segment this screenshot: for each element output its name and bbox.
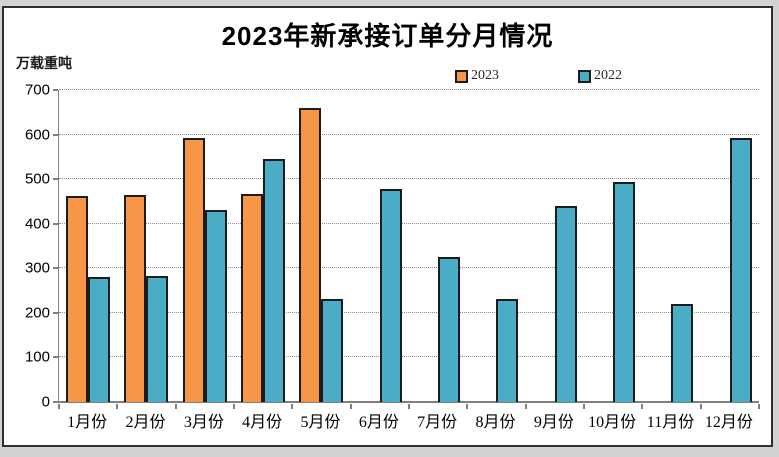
bar-2022-11月份 — [671, 303, 694, 402]
y-tick-600 — [53, 133, 58, 136]
y-axis: 0 100 200 300 400 500 600 700 — [4, 82, 50, 411]
bar-2023-2月份 — [124, 195, 147, 402]
gridline-600 — [59, 133, 759, 135]
y-tick-400 — [53, 222, 58, 225]
bar-2023-1月份 — [66, 196, 89, 402]
category-group-5月份 — [292, 90, 350, 402]
x-axis: 1月份 2月份 3月份 4月份 5月份 6月份 7月份 8月份 9月份 10月份 11月份 12月份 — [58, 408, 758, 431]
legend-item-2022: 2022 — [578, 68, 622, 84]
x-tick-3 — [233, 404, 235, 409]
bar-2022-12月份 — [729, 137, 752, 402]
x-tick-5 — [349, 404, 352, 409]
x-tick-12 — [758, 404, 760, 409]
bar-2022-3月份 — [204, 210, 227, 402]
bar-2022-8月份 — [496, 298, 519, 402]
x-axis-label-8月份: 8月份 — [475, 414, 516, 431]
category-group-1月份 — [59, 90, 117, 402]
y-tick-200 — [53, 311, 58, 314]
gridline-300 — [59, 267, 759, 269]
category-group-8月份 — [467, 90, 525, 402]
y-axis-label-500: 500 — [24, 170, 50, 188]
bar-2023-5月份 — [299, 108, 322, 402]
x-tick-6 — [408, 404, 410, 409]
legend: 2023 2022 — [4, 68, 771, 86]
bar-2022-6月份 — [379, 189, 402, 402]
y-axis-label-200: 200 — [24, 304, 50, 322]
y-tick-0 — [53, 401, 58, 403]
y-axis-label-0: 0 — [41, 393, 50, 411]
category-group-3月份 — [176, 90, 234, 402]
gridline-200 — [59, 311, 759, 313]
x-axis-label-7月份: 7月份 — [417, 414, 458, 431]
category-group-10月份 — [584, 90, 642, 402]
category-group-7月份 — [409, 90, 467, 402]
bar-2022-2月份 — [146, 275, 169, 402]
category-group-6月份 — [351, 90, 409, 402]
bar-2022-1月份 — [88, 276, 111, 402]
gridline-400 — [59, 222, 759, 224]
x-tick-2 — [174, 404, 177, 409]
x-tick-8 — [524, 404, 527, 409]
category-group-11月份 — [642, 90, 700, 402]
x-axis-label-3月份: 3月份 — [183, 414, 224, 431]
x-axis-label-2月份: 2月份 — [125, 414, 166, 431]
y-axis-label-400: 400 — [24, 215, 50, 233]
category-group-2月份 — [117, 90, 175, 402]
legend-label-2022: 2022 — [594, 68, 622, 83]
x-axis-label-4月份: 4月份 — [242, 414, 283, 431]
gridline-100 — [59, 356, 759, 358]
y-tick-500 — [53, 178, 58, 181]
plot-area — [53, 89, 760, 409]
x-axis-label-11月份: 11月份 — [646, 414, 695, 431]
bar-2022-5月份 — [321, 299, 344, 402]
bar-2023-3月份 — [182, 137, 205, 402]
y-tick-300 — [53, 267, 58, 270]
chart-title: 2023年新承接订单分月情况 — [221, 21, 554, 51]
y-axis-unit-label: 万载重吨 — [16, 57, 72, 72]
bar-2022-7月份 — [438, 256, 461, 402]
x-axis-line — [58, 401, 759, 403]
legend-swatch-2023 — [455, 69, 468, 83]
x-tick-0 — [58, 404, 60, 409]
legend-swatch-2022 — [578, 69, 591, 83]
chart-canvas: 2023年新承接订单分月情况 万载重吨 2023 2022 0 100 200 300… — [2, 6, 773, 447]
y-axis-label-300: 300 — [24, 259, 50, 277]
x-axis-label-9月份: 9月份 — [533, 414, 574, 431]
x-tick-9 — [583, 404, 585, 409]
x-axis-label-10月份: 10月份 — [588, 414, 637, 431]
y-tick-100 — [53, 356, 58, 359]
bar-2022-4月份 — [263, 158, 286, 402]
y-axis-label-100: 100 — [24, 348, 50, 366]
y-axis-label-600: 600 — [24, 126, 50, 144]
legend-label-2023: 2023 — [471, 68, 499, 83]
bar-2022-10月份 — [613, 182, 636, 402]
legend-item-2023: 2023 — [455, 68, 499, 84]
gridline-500 — [59, 178, 759, 180]
x-axis-label-5月份: 5月份 — [300, 414, 341, 431]
x-tick-11 — [699, 404, 702, 409]
x-tick-7 — [466, 404, 469, 409]
x-axis-label-1月份: 1月份 — [67, 414, 108, 431]
x-tick-1 — [116, 404, 119, 409]
category-group-4月份 — [234, 90, 292, 402]
x-axis-label-6月份: 6月份 — [358, 414, 399, 431]
category-group-12月份 — [701, 90, 759, 402]
bar-2022-9月份 — [554, 205, 577, 402]
x-axis-label-12月份: 12月份 — [704, 414, 753, 431]
x-tick-4 — [291, 404, 294, 409]
bar-2023-4月份 — [241, 193, 264, 402]
x-tick-10 — [641, 404, 644, 409]
y-axis-label-700: 700 — [24, 81, 50, 99]
category-group-9月份 — [526, 90, 584, 402]
gridline-700 — [59, 89, 759, 90]
y-tick-700 — [53, 89, 58, 91]
